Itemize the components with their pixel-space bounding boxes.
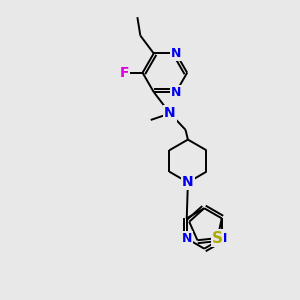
Text: N: N xyxy=(171,47,181,60)
Text: N: N xyxy=(182,232,192,245)
Text: S: S xyxy=(212,231,223,246)
Text: N: N xyxy=(182,176,194,189)
Text: N: N xyxy=(217,232,227,245)
Text: N: N xyxy=(164,106,176,120)
Text: N: N xyxy=(171,85,181,98)
Text: F: F xyxy=(119,66,129,80)
